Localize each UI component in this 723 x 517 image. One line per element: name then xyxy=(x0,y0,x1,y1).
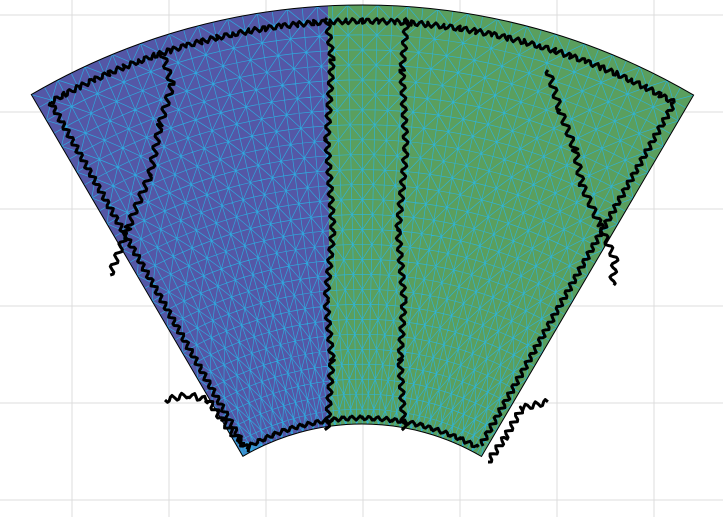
interface-left-inner xyxy=(108,51,176,277)
interface-center xyxy=(322,17,337,431)
interface-bottom-left xyxy=(163,391,251,453)
right-edge-interface xyxy=(479,101,675,447)
top-boundary-interface xyxy=(49,17,676,105)
interface-center-right xyxy=(394,16,411,432)
domain-boundary xyxy=(30,4,695,458)
interface-right xyxy=(544,69,620,287)
bottom-boundary-interface xyxy=(245,414,480,450)
interface-bottom-right xyxy=(488,398,549,464)
partition-interfaces xyxy=(47,16,676,464)
right-region xyxy=(328,4,694,457)
left-edge-interface xyxy=(47,101,246,445)
left-region xyxy=(31,4,330,457)
